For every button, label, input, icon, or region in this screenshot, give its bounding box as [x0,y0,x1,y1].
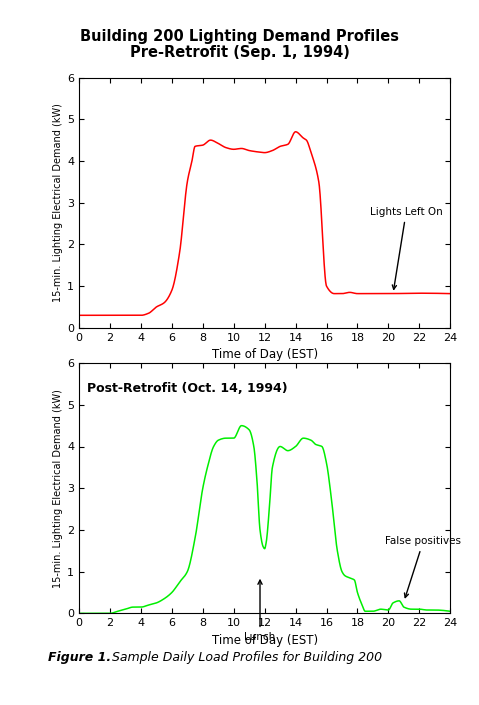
X-axis label: Time of Day (EST): Time of Day (EST) [212,634,318,646]
Text: Figure 1.: Figure 1. [48,651,111,664]
X-axis label: Time of Day (EST): Time of Day (EST) [212,348,318,361]
Text: Lights Left On: Lights Left On [370,207,443,289]
Text: Building 200 Lighting Demand Profiles: Building 200 Lighting Demand Profiles [80,29,399,44]
Y-axis label: 15-min. Lighting Electrical Demand (kW): 15-min. Lighting Electrical Demand (kW) [53,388,63,588]
Text: Pre-Retrofit (Sep. 1, 1994): Pre-Retrofit (Sep. 1, 1994) [129,45,350,60]
Text: Sample Daily Load Profiles for Building 200: Sample Daily Load Profiles for Building … [108,651,382,664]
Y-axis label: 15-min. Lighting Electrical Demand (kW): 15-min. Lighting Electrical Demand (kW) [53,103,63,302]
Text: False positives: False positives [385,537,461,598]
Text: Lunch: Lunch [244,580,275,642]
Text: Post-Retrofit (Oct. 14, 1994): Post-Retrofit (Oct. 14, 1994) [87,382,287,395]
